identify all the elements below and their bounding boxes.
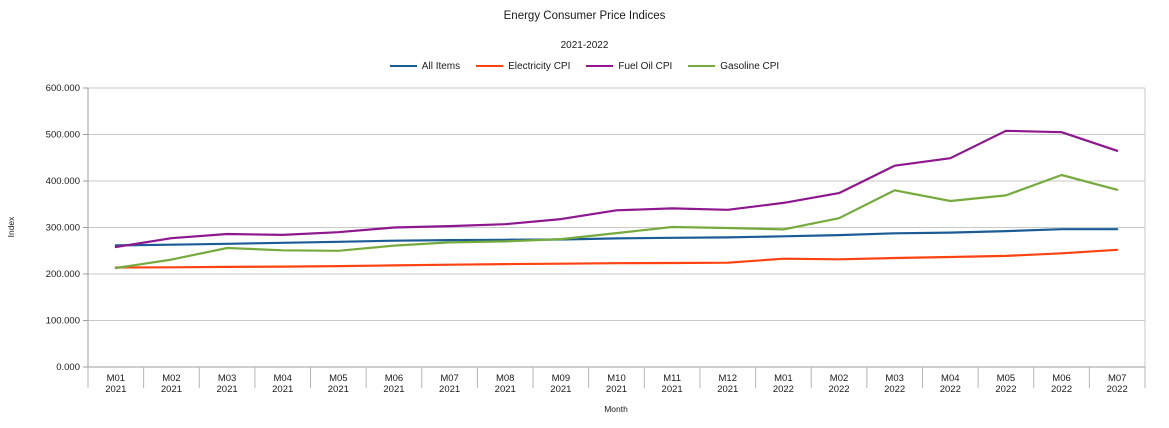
x-tick-label: M08 2021 (495, 373, 516, 395)
x-tick-label: M06 2021 (383, 373, 404, 395)
x-tick-label: M02 2022 (828, 373, 849, 395)
y-tick-label: 400.000 (46, 176, 80, 187)
chart-title: Energy Consumer Price Indices (503, 10, 666, 22)
x-tick-label: M06 2022 (1051, 373, 1072, 395)
legend-item: Fuel Oil CPI (586, 61, 672, 72)
x-tick-label: M12 2021 (717, 373, 738, 395)
x-axis-title: Month (604, 404, 628, 414)
legend-color-line-icon (688, 64, 716, 68)
x-tick-label: M07 2022 (1107, 373, 1128, 395)
x-tick-label: M04 2021 (272, 373, 293, 395)
x-tick-label: M11 2021 (662, 373, 683, 395)
legend-label: All Items (421, 60, 461, 72)
y-tick-label: 200.000 (46, 269, 80, 280)
y-tick-label: 600.000 (46, 83, 80, 94)
x-tick-label: M07 2021 (439, 373, 460, 395)
legend-label: Fuel Oil CPI (618, 60, 673, 72)
chart-subtitle: 2021-2022 (560, 40, 609, 51)
y-tick-label: 100.000 (46, 316, 80, 327)
legend-color-line-icon (476, 64, 504, 68)
y-tick-label: 300.000 (46, 223, 80, 234)
x-tick-label: M01 2021 (105, 373, 126, 395)
chart-legend: All Items Electricity CPI Fuel Oil CPI Gaso… (0, 59, 1169, 73)
y-tick-label: 500.000 (46, 130, 80, 141)
x-tick-label: M10 2021 (606, 373, 627, 395)
legend-item: Electricity CPI (476, 61, 570, 72)
x-tick-label: M09 2021 (550, 373, 571, 395)
series-line-electricity-cpi (114, 248, 1119, 269)
x-tick-label: M05 2021 (328, 373, 349, 395)
x-tick-label: M05 2022 (995, 373, 1016, 395)
y-tick-label: 0.000 (56, 362, 80, 373)
series-line-all-items (114, 228, 1119, 247)
legend-item: Gasoline CPI (688, 61, 779, 72)
x-tick-label: M04 2022 (940, 373, 961, 395)
series-line-gasoline-cpi (114, 173, 1119, 270)
x-tick-label: M02 2021 (161, 373, 182, 395)
legend-color-line-icon (586, 64, 614, 68)
legend-label: Gasoline CPI (720, 60, 780, 72)
x-tick-label: M01 2022 (773, 373, 794, 395)
legend-color-line-icon (389, 64, 417, 68)
y-axis-title: Index (6, 216, 16, 238)
series-line-fuel-oil-cpi (114, 129, 1119, 249)
legend-label: Electricity CPI (508, 60, 571, 72)
x-tick-label: M03 2022 (884, 373, 905, 395)
x-tick-label: M03 2021 (217, 373, 238, 395)
legend-item: All Items (389, 60, 461, 72)
